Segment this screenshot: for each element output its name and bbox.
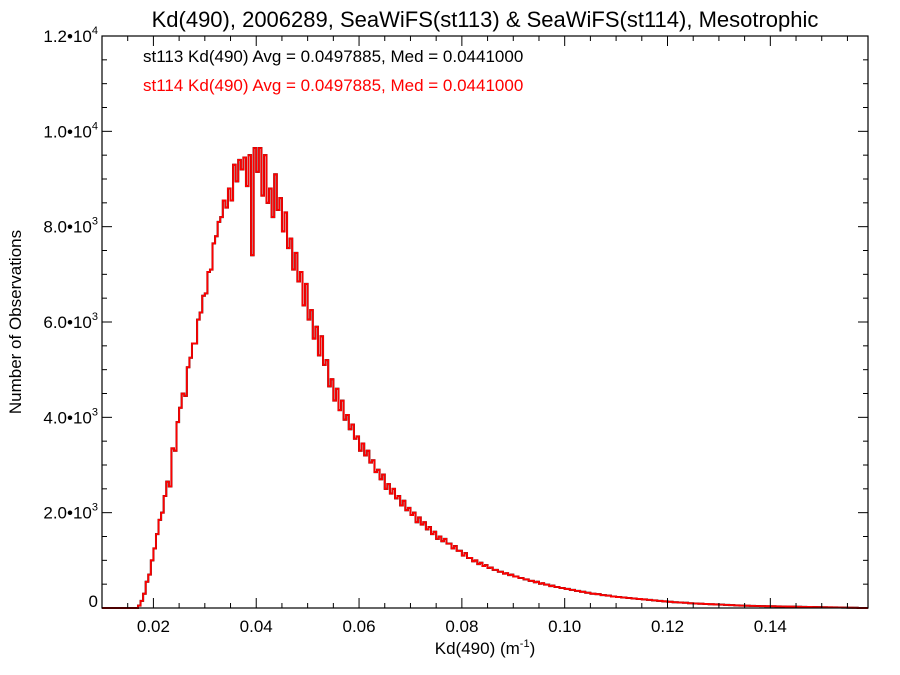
x-tick-label: 0.10 <box>548 617 581 636</box>
y-tick-label: 8.0•103 <box>43 216 98 237</box>
y-tick-label: 1.0•104 <box>43 120 98 141</box>
series-layer <box>102 147 868 609</box>
st114-stats-annotation: st114 Kd(490) Avg = 0.0497885, Med = 0.0… <box>143 76 523 95</box>
x-tick-label: 0.02 <box>137 617 170 636</box>
y-tick-label: 6.0•103 <box>43 311 98 332</box>
x-axis: 0.02 0.04 0.06 0.08 0.10 0.12 0.14 <box>127 36 848 636</box>
y-tick-label: 1.2•104 <box>43 25 98 46</box>
y-axis: 0 2.0•103 4.0•103 6.0•103 8.0•103 1.0•104 1.2•… <box>43 25 868 611</box>
y-tick-label: 4.0•103 <box>43 406 98 427</box>
plot-frame <box>101 35 869 609</box>
chart-title: Kd(490), 2006289, SeaWiFS(st113) & SeaWi… <box>152 7 819 32</box>
x-tick-label: 0.12 <box>651 617 684 636</box>
x-tick-label: 0.04 <box>240 617 273 636</box>
series-line-st113 <box>102 147 868 609</box>
st113-stats-annotation: st113 Kd(490) Avg = 0.0497885, Med = 0.0… <box>143 47 523 66</box>
x-tick-label: 0.08 <box>445 617 478 636</box>
y-tick-label: 0 <box>89 592 98 611</box>
series-line-st114 <box>102 147 868 609</box>
x-tick-label: 0.14 <box>754 617 787 636</box>
x-axis-label-sup: -1 <box>520 638 530 650</box>
x-tick-label: 0.06 <box>343 617 376 636</box>
x-axis-label-main: Kd(490) (m <box>435 639 520 658</box>
y-axis-label: Number of Observations <box>6 230 25 414</box>
x-axis-label: Kd(490) (m-1) <box>435 638 535 658</box>
annotations: st113 Kd(490) Avg = 0.0497885, Med = 0.0… <box>143 47 523 95</box>
x-axis-label-end: ) <box>530 639 536 658</box>
y-tick-label: 2.0•103 <box>43 502 98 523</box>
